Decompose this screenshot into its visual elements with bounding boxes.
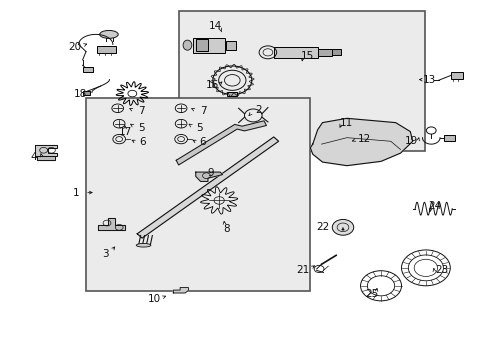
Ellipse shape [183,40,191,50]
Bar [273,47,317,58]
Text: 10: 10 [147,294,161,304]
Text: 5: 5 [196,123,203,133]
Polygon shape [137,137,278,238]
Text: 9: 9 [206,168,213,178]
Polygon shape [176,121,266,165]
Text: 13: 13 [422,75,435,85]
Text: 8: 8 [223,224,229,234]
Polygon shape [98,218,125,230]
Bar [226,41,236,50]
Polygon shape [37,156,55,160]
Text: 14: 14 [208,21,222,31]
Text: 11: 11 [340,118,353,128]
Polygon shape [173,288,188,293]
Text: 2: 2 [254,105,261,115]
Ellipse shape [100,31,118,39]
Text: 6: 6 [139,138,145,147]
Text: 18: 18 [73,89,87,99]
Text: 7: 7 [138,106,144,116]
Circle shape [331,220,353,235]
Text: 3: 3 [102,248,109,258]
Text: 1: 1 [73,188,80,198]
Bar [195,40,207,51]
Bar [193,38,224,53]
Bar [317,49,331,56]
Bar [331,49,340,55]
Polygon shape [310,118,412,166]
Polygon shape [35,145,57,156]
Text: 6: 6 [199,138,206,147]
Wedge shape [341,227,344,230]
Text: 24: 24 [427,201,440,211]
Text: 19: 19 [404,136,417,145]
Text: 17: 17 [118,127,131,136]
Bar [227,92,237,96]
Text: 25: 25 [365,289,378,299]
Bar [82,91,90,95]
Text: 23: 23 [434,265,447,275]
Bar [178,12,424,151]
Text: 5: 5 [138,123,144,133]
Text: 21: 21 [296,265,309,275]
Text: 22: 22 [315,222,328,232]
Text: 20: 20 [68,42,81,51]
Bar [450,72,463,78]
Polygon shape [195,172,222,181]
Ellipse shape [136,243,151,247]
Text: 15: 15 [301,51,314,61]
Bar [82,67,93,72]
Text: 12: 12 [357,134,370,144]
Bar [97,45,116,53]
Text: 16: 16 [206,80,219,90]
Text: 4: 4 [30,152,37,162]
Bar [86,98,310,291]
Bar [444,135,454,140]
Text: 7: 7 [199,106,206,116]
